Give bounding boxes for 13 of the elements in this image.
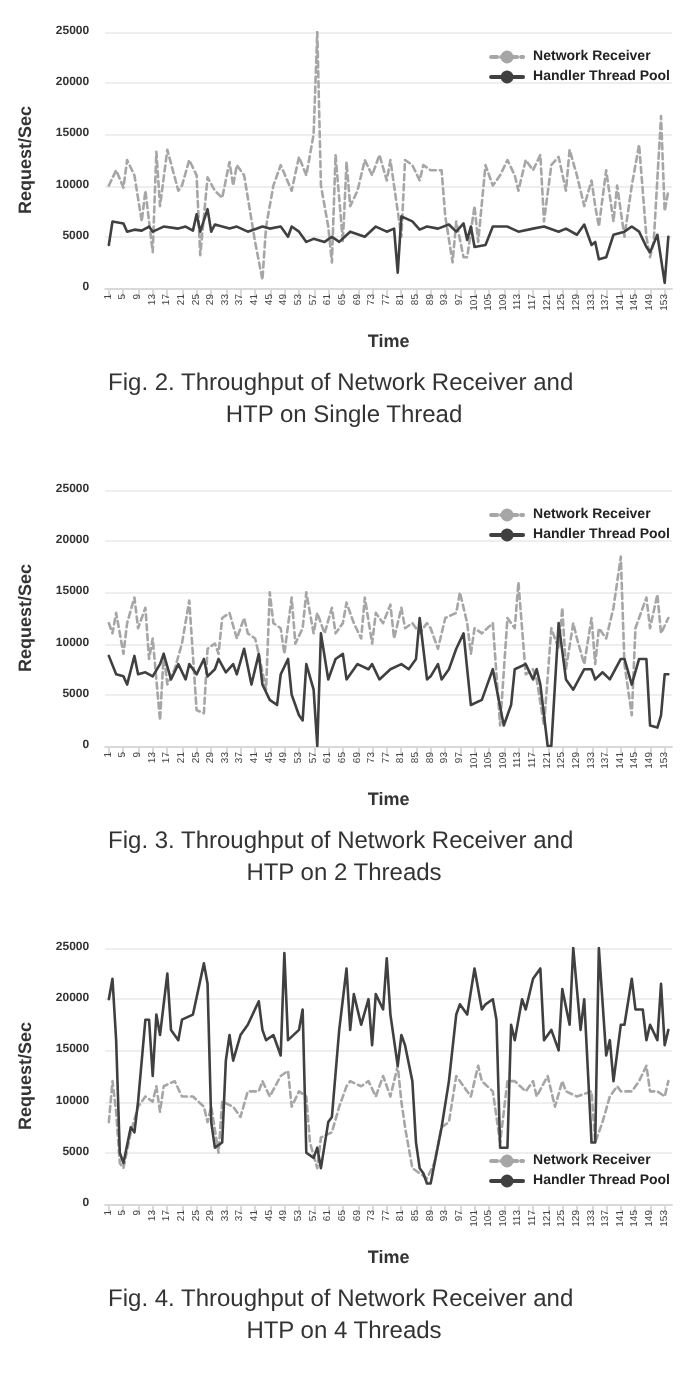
line-series — [107, 946, 670, 1185]
line-series — [107, 30, 670, 282]
x-axis-title: Time — [367, 1247, 410, 1267]
x-axis-title: Time — [367, 331, 410, 351]
line-series — [107, 207, 670, 285]
text: Fig. 4. Throughput of Network Receiver and HTP on 4 Threads — [108, 1284, 580, 1344]
text: Fig. 2. Throughput of Network Receiver and HTP on Single Thread — [108, 368, 580, 428]
y-axis-title: Request/Sec — [15, 1021, 35, 1131]
text: Fig. 3. Throughput of Network Receiver and HTP on 2 Threads — [108, 826, 580, 886]
line-series — [107, 555, 670, 727]
y-axis-title: Request/Sec — [15, 563, 35, 673]
y-axis-title: Request/Sec — [15, 105, 35, 215]
x-axis-title: Time — [367, 789, 410, 809]
